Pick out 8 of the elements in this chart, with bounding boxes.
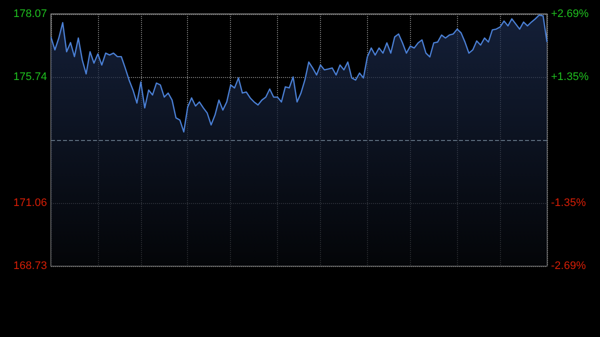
y2-tick-label: +2.69% xyxy=(551,8,589,20)
y-tick-label: 171.06 xyxy=(13,197,47,210)
y-tick-label: 178.07 xyxy=(13,8,47,20)
y2-tick-label: -1.35% xyxy=(551,197,586,210)
y2-tick-label: +1.35% xyxy=(551,70,589,83)
y-tick-label: 168.73 xyxy=(13,260,47,272)
y2-tick-label: -2.69% xyxy=(551,260,586,272)
y-tick-label: 175.74 xyxy=(13,70,47,83)
